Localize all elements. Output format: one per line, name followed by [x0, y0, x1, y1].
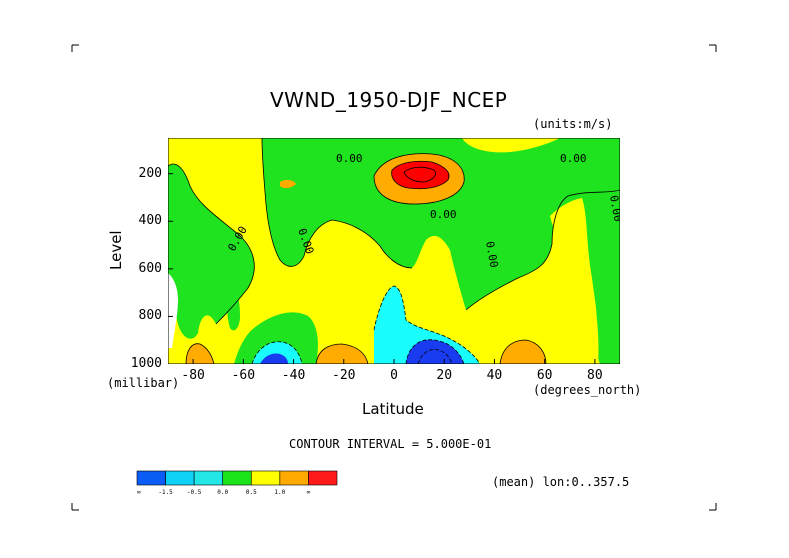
contour-label: 0.00	[560, 152, 587, 165]
contour-plot: 0.00 0.00 0.00 0.00 0.00 0.00 0.00	[168, 138, 620, 364]
contour-interval-text: CONTOUR INTERVAL = 5.000E-01	[289, 437, 492, 451]
mean-text: (mean) lon:0..357.5	[492, 475, 630, 489]
fill-green-left2	[227, 286, 240, 331]
y-axis-label: Level	[107, 230, 125, 270]
colorbar-label: -0.5	[187, 489, 202, 496]
colorbar-swatch	[308, 470, 338, 486]
fill-cyan-center	[374, 286, 480, 364]
fill-green-bottom	[234, 312, 318, 364]
colorbar-swatch	[136, 470, 166, 486]
x-axis-label: Latitude	[362, 400, 424, 418]
colorbar-swatch	[222, 470, 252, 486]
colorbar-label: 0.0	[217, 489, 228, 496]
x-units-label: (degrees_north)	[533, 383, 642, 397]
colorbar-swatch	[165, 470, 195, 486]
fill-missing-left	[168, 273, 178, 348]
y-tick-label: 600	[138, 260, 162, 276]
x-tick-label: 60	[536, 368, 553, 383]
fill-orange-bl1	[186, 343, 214, 364]
fill-orange-br	[500, 340, 546, 364]
y-tick-label: 400	[138, 213, 162, 229]
x-tick-label: 40	[486, 368, 503, 383]
units-label: (units:m/s)	[533, 117, 613, 131]
x-tick-label: -80	[181, 368, 205, 383]
chart-title: VWND_1950-DJF_NCEP	[270, 88, 508, 112]
colorbar-swatch	[250, 470, 281, 486]
fill-blue-left-over	[260, 353, 288, 364]
colorbar-swatch	[193, 470, 224, 486]
colorbar-label: -1.5	[158, 489, 173, 496]
y-units-label: (millibar)	[107, 376, 180, 390]
contour-label: 0.00	[430, 208, 457, 221]
fill-yellow-right	[550, 198, 599, 364]
fill-orange-bl2	[316, 344, 368, 364]
colorbar-label: -∞	[136, 489, 141, 496]
x-tick-label: 0	[390, 368, 398, 383]
contour-label: 0.00	[336, 152, 363, 165]
fill-yellow-inner	[418, 254, 433, 297]
x-tick-label: -40	[281, 368, 306, 383]
x-tick-label: 80	[587, 368, 603, 383]
fill-yellow-inner2	[444, 291, 462, 300]
x-tick-label: -60	[231, 368, 256, 383]
x-tick-label: 20	[436, 368, 453, 383]
fill-green-center	[262, 138, 620, 310]
colorbar-label: ∞	[307, 489, 311, 496]
y-tick-label: 200	[138, 165, 162, 181]
x-tick-label: -20	[332, 368, 356, 383]
y-tick-label: 800	[138, 308, 162, 324]
colorbar-label: 0.5	[246, 489, 257, 496]
y-tick-label: 1000	[130, 356, 162, 371]
fill-orange-small	[280, 179, 296, 189]
colorbar-swatch	[279, 470, 309, 486]
colorbar-label: 1.0	[274, 489, 285, 496]
contour-label: 0.00	[483, 240, 500, 268]
fill-yellow-top	[462, 138, 560, 153]
fill-red-jet	[391, 161, 450, 189]
colorbar: -∞ -1.5 -0.5 0.0 0.5 1.0 ∞	[136, 470, 338, 496]
